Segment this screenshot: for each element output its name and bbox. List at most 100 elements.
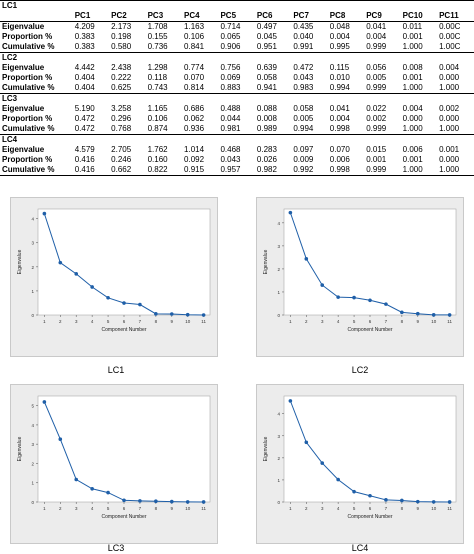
y-tick-label: 2 [277,267,280,272]
x-tick-label: 10 [431,319,437,324]
table-cell: 1.000 [400,165,438,176]
plot-area [37,395,211,503]
column-header: PC11 [439,11,459,20]
eigenvalue-point [154,499,158,504]
table-cell: 0.005 [293,114,314,123]
table-row: Proportion % 0.416 0.246 0.160 0.092 0.043 0.0… [0,155,474,165]
row-label: Cumulative % [0,124,73,135]
scree-plot-lc1: 0 1 2 3 4 1 2 3 4 5 6 7 8 9 10 11 Component Number Eigenv… [10,197,218,357]
table-cell: 0.989 [254,124,292,135]
section-spacer [72,93,110,104]
x-tick-label: 7 [385,506,388,511]
y-tick-label: 1 [277,290,280,295]
caption-lc4: LC4 [351,543,369,553]
eigenvalue-point [74,477,79,482]
table-cell: 0.004 [329,114,350,123]
section-spacer [218,52,255,63]
x-tick-label: 8 [155,319,158,324]
section-spacer [400,134,438,145]
table-cell: 0.995 [327,42,365,53]
section-spacer [109,0,146,11]
x-tick-label: 2 [305,506,308,511]
table-cell: 0.999 [364,124,401,135]
eigenvalue-point [288,399,293,403]
table-cell: 0.906 [218,42,255,53]
x-tick-label: 6 [123,319,126,324]
x-tick-label: 6 [369,319,372,324]
table-cell: 0.416 [74,155,95,164]
x-tick-label: 9 [171,319,174,324]
table-cell: 0.070 [329,145,350,154]
table-cell: 0.008 [256,114,277,123]
table-cell: 0.497 [254,21,292,32]
eigenvalue-point [352,489,356,494]
table-cell: 1.000 [437,165,474,176]
row-label: Proportion % [2,73,53,82]
table-cell: 0.058 [293,104,314,113]
eigenvalue-point [185,500,190,504]
table-cell: 0.814 [182,83,219,94]
scree-plot-svg: 0 1 2 3 4 5 1 2 3 4 5 6 7 8 9 10 11 Component Number Eigen… [10,384,218,544]
table-cell: 0.004 [439,63,460,72]
column-header: PC5 [220,11,237,20]
table-cell: 0.404 [74,73,95,82]
eigenvalue-point [384,498,388,502]
table-cell: 0.070 [184,73,205,82]
table-cell: 0.488 [220,104,241,113]
table-cell: 0.065 [220,32,241,41]
eigenvalue-point [431,500,436,504]
x-tick-label: 5 [353,506,356,511]
table-cell: 1.00C [437,42,474,53]
table-cell: 0.383 [74,32,95,41]
section-spacer [364,134,401,145]
x-tick-label: 5 [107,319,110,324]
section-row: LC4 [0,134,474,145]
x-tick-label: 11 [201,319,206,324]
table-cell: 0.058 [256,73,277,82]
eigenvalue-point [201,500,206,504]
table-cell: 0.043 [220,155,241,164]
x-tick-label: 5 [353,319,356,324]
table-cell: 0.002 [439,104,460,113]
y-tick-label: 0 [277,500,280,505]
x-tick-label: 9 [417,506,420,511]
table-cell: 4.442 [74,63,95,72]
eigenvalue-point [42,211,47,216]
y-tick-label: 2 [31,265,34,270]
table-cell: 0.998 [327,165,365,176]
table-cell: 0.001 [366,155,387,164]
x-axis-label: Component Number [101,327,146,333]
eigenvalue-point [58,260,63,265]
column-header: PC3 [147,11,164,20]
x-tick-label: 3 [321,506,324,511]
table-cell: 0.472 [72,124,110,135]
y-axis-label: Eigenvalue [17,436,23,461]
x-tick-label: 4 [91,506,94,511]
table-cell: 0.001 [439,145,460,154]
table-cell: 0.118 [147,73,168,82]
table-cell: 0.768 [109,124,146,135]
section-spacer [254,0,292,11]
x-tick-label: 7 [385,319,388,324]
x-tick-label: 7 [139,319,142,324]
row-label: Cumulative % [0,83,73,94]
table-cell: 0.088 [256,104,277,113]
table-cell: 0.874 [145,124,183,135]
table-cell: 0.222 [111,73,132,82]
section-spacer [145,93,183,104]
eigenvalue-point [352,295,356,300]
eigenvalue-point [74,272,79,276]
table-cell: 0.000 [439,73,460,82]
section-label: LC4 [0,134,73,145]
table-cell: 0.198 [111,32,132,41]
table-cell: 0.115 [329,63,350,72]
table-cell: 0.001 [402,155,423,164]
table-cell: 1.165 [147,104,168,113]
x-tick-label: 7 [139,506,142,511]
eigenvalue-point [106,295,110,300]
section-row: LC2 [0,52,474,63]
section-label: LC1 [0,0,73,11]
eigenvalue-point [122,301,126,305]
caption-lc1: LC1 [107,365,125,375]
section-spacer [218,0,255,11]
